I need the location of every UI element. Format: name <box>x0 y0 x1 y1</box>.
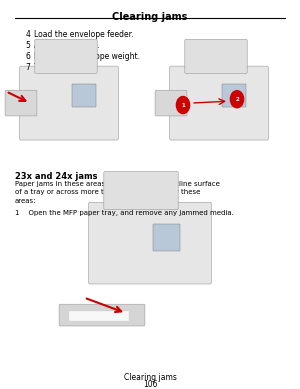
FancyBboxPatch shape <box>169 66 268 140</box>
Text: 5: 5 <box>25 41 30 50</box>
Text: Paper jams in these areas can occur on the incline surface: Paper jams in these areas can occur on t… <box>15 181 220 187</box>
Text: 7: 7 <box>25 63 30 72</box>
Bar <box>72 84 96 107</box>
Text: 2: 2 <box>235 97 239 102</box>
FancyBboxPatch shape <box>20 66 118 140</box>
FancyBboxPatch shape <box>185 39 247 74</box>
Text: 1    Open the MFP paper tray, and remove any jammed media.: 1 Open the MFP paper tray, and remove an… <box>15 210 234 216</box>
Text: Clearing jams: Clearing jams <box>124 373 176 382</box>
Text: .: . <box>74 63 77 72</box>
Text: Touch: Touch <box>34 63 59 72</box>
Text: Clearing jams: Clearing jams <box>112 12 188 23</box>
Bar <box>222 84 246 107</box>
Bar <box>69 311 129 321</box>
Text: areas:: areas: <box>15 198 37 204</box>
FancyBboxPatch shape <box>155 90 187 116</box>
Circle shape <box>230 91 244 108</box>
Text: Load the envelope feeder.: Load the envelope feeder. <box>34 30 134 39</box>
Text: of a tray or across more than one tray. To clear these: of a tray or across more than one tray. … <box>15 189 200 195</box>
FancyBboxPatch shape <box>35 39 97 74</box>
Circle shape <box>176 96 190 114</box>
Text: 4: 4 <box>25 30 30 39</box>
Text: 23x and 24x jams: 23x and 24x jams <box>15 172 98 181</box>
FancyBboxPatch shape <box>104 172 178 210</box>
Text: Continue: Continue <box>52 63 90 72</box>
Text: 1: 1 <box>181 103 185 107</box>
FancyBboxPatch shape <box>59 304 145 326</box>
Bar <box>153 224 180 251</box>
Text: 106: 106 <box>143 380 157 389</box>
Text: Lower the envelope weight.: Lower the envelope weight. <box>34 52 140 61</box>
FancyBboxPatch shape <box>5 90 37 116</box>
Text: 6: 6 <box>25 52 30 61</box>
Text: Adjust the guide.: Adjust the guide. <box>34 41 100 50</box>
FancyBboxPatch shape <box>88 202 212 284</box>
